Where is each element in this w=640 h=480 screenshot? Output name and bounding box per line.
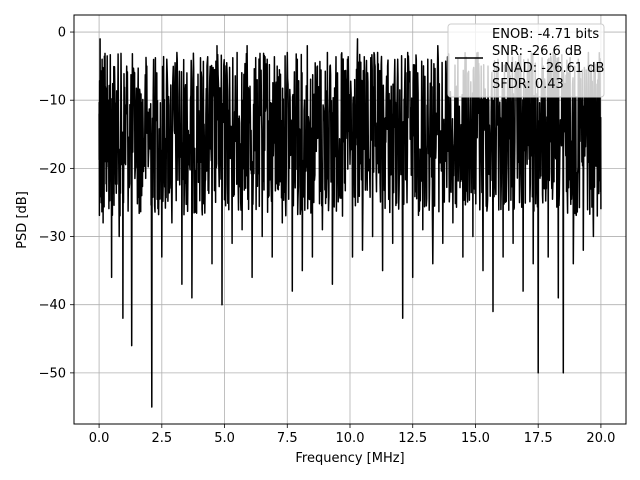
psd-line bbox=[98, 38, 602, 408]
x-tick-label: 5.0 bbox=[214, 431, 235, 446]
x-tick-label: 20.0 bbox=[586, 431, 615, 446]
legend: ENOB: -4.71 bits SNR: -26.6 dB SINAD: -2… bbox=[447, 23, 605, 98]
legend-box bbox=[447, 23, 605, 98]
y-tick-label: −50 bbox=[39, 366, 66, 381]
y-tick-label: 0 bbox=[58, 26, 66, 41]
y-axis-label: PSD [dB] bbox=[15, 191, 30, 249]
x-tick-label: 17.5 bbox=[524, 431, 553, 446]
x-axis: 0.0 2.5 5.0 7.5 10.0 12.5 15.0 17.5 20.0 bbox=[89, 424, 615, 446]
x-tick-label: 15.0 bbox=[461, 431, 490, 446]
psd-series bbox=[98, 38, 602, 408]
legend-sinad: SINAD: -26.61 dB bbox=[492, 61, 604, 76]
x-tick-label: 7.5 bbox=[277, 431, 298, 446]
x-axis-label: Frequency [MHz] bbox=[295, 451, 404, 466]
y-tick-label: −20 bbox=[39, 162, 66, 177]
y-tick-label: −40 bbox=[39, 298, 66, 313]
y-tick-label: −10 bbox=[39, 94, 66, 109]
x-tick-label: 2.5 bbox=[151, 431, 172, 446]
legend-sfdr: SFDR: 0.43 bbox=[492, 77, 564, 92]
x-tick-label: 12.5 bbox=[398, 431, 427, 446]
y-axis: 0 −10 −20 −30 −40 −50 bbox=[39, 26, 74, 381]
legend-snr: SNR: -26.6 dB bbox=[492, 44, 582, 59]
x-tick-label: 0.0 bbox=[89, 431, 110, 446]
legend-enob: ENOB: -4.71 bits bbox=[492, 27, 599, 42]
y-tick-label: −30 bbox=[39, 230, 66, 245]
x-tick-label: 10.0 bbox=[336, 431, 365, 446]
